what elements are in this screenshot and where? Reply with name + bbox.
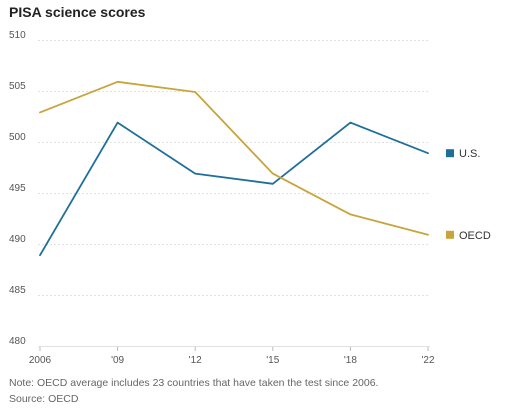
y-tick-label: 480 (9, 336, 26, 347)
series-lines (39, 80, 429, 257)
legend-label: OECD (459, 230, 491, 242)
legend-swatch (446, 149, 454, 158)
x-tick-label: '15 (266, 355, 279, 366)
line-chart: 480 485 490 495 500 505 510 2006 '09 '12 '15 '18 '2… (9, 30, 491, 366)
y-tick-label: 495 (9, 183, 26, 194)
series-line-oecd (39, 80, 429, 236)
series-line-u-s (39, 121, 429, 257)
x-tick-label: '22 (421, 355, 434, 366)
legend-swatch (446, 230, 454, 239)
legend-label: U.S. (459, 148, 480, 160)
x-tick-label: '18 (344, 355, 357, 366)
y-tick-label: 510 (9, 30, 26, 41)
y-tick-label: 485 (9, 285, 26, 296)
chart-source: Source: OECD (9, 393, 79, 405)
y-tick-label: 505 (9, 81, 26, 92)
y-axis: 480 485 490 495 500 505 510 (9, 30, 26, 347)
gridlines (38, 40, 430, 347)
y-tick-label: 500 (9, 132, 26, 143)
x-tick-label: '12 (189, 355, 202, 366)
x-axis: 2006 '09 '12 '15 '18 '22 (29, 347, 435, 366)
x-tick-label: 2006 (29, 355, 52, 366)
x-tick-label: '09 (111, 355, 124, 366)
y-tick-label: 490 (9, 234, 26, 245)
chart-title: PISA science scores (9, 4, 146, 20)
legend: U.S. OECD (446, 148, 491, 242)
chart-note: Note: OECD average includes 23 countries… (9, 377, 379, 389)
